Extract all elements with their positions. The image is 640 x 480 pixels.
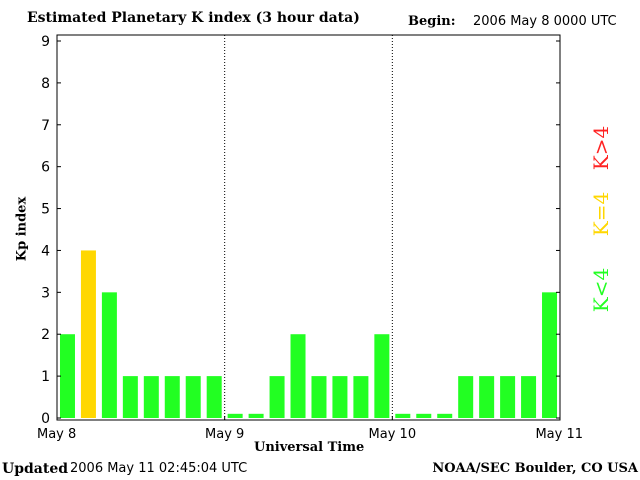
y-tick-label: 8 [41, 76, 50, 92]
x-tick-label: May 8 [37, 427, 76, 442]
kp-bar [101, 292, 117, 418]
y-tick-label: 0 [41, 411, 50, 427]
chart-title: Estimated Planetary K index (3 hour data… [27, 10, 360, 26]
x-axis-label: Universal Time [254, 440, 365, 455]
y-tick-label: 2 [41, 327, 50, 343]
kp-bar [248, 413, 264, 418]
y-tick-label: 7 [41, 118, 50, 134]
y-axis-label: Kp index [14, 196, 30, 262]
kp-bar [458, 376, 474, 418]
kp-bar [353, 376, 369, 418]
legend-item: K=4 [589, 191, 613, 237]
updated-timestamp: 2006 May 11 02:45:04 UTC [70, 461, 248, 476]
kp-bar [122, 376, 138, 418]
kp-bar [542, 292, 558, 418]
legend-item: K<4 [589, 267, 613, 313]
y-tick-label: 4 [41, 243, 50, 259]
x-tick-label: May 10 [369, 427, 417, 442]
kp-bar [80, 250, 96, 418]
kp-bar [227, 413, 243, 418]
kp-bar [143, 376, 159, 418]
y-tick-label: 1 [41, 369, 50, 385]
credit-text: NOAA/SEC Boulder, CO USA [432, 461, 638, 476]
begin-value: 2006 May 8 0000 UTC [473, 14, 617, 29]
kp-bar [416, 413, 432, 418]
kp-bar [290, 334, 306, 418]
y-tick-label: 9 [41, 34, 50, 50]
kp-bar [206, 376, 222, 418]
x-tick-label: May 9 [205, 427, 244, 442]
y-tick-label: 3 [41, 285, 50, 301]
kp-bar [500, 376, 516, 418]
kp-bar [479, 376, 495, 418]
plot-frame [56, 34, 561, 421]
updated-label: Updated [2, 461, 69, 477]
kp-bar [395, 413, 411, 418]
legend-item: K>4 [589, 125, 613, 171]
kp-bar [311, 376, 327, 418]
begin-label: Begin: [408, 14, 456, 29]
kp-bar [437, 413, 453, 418]
kp-bar [269, 376, 285, 418]
x-tick-label: May 11 [535, 427, 583, 442]
y-tick-label: 6 [41, 160, 50, 176]
kp-bar [521, 376, 537, 418]
kp-bar [59, 334, 75, 418]
y-tick-label: 5 [41, 202, 50, 218]
kp-bar [164, 376, 180, 418]
kp-bar [374, 334, 390, 418]
kp-bar [185, 376, 201, 418]
kp-bar [332, 376, 348, 418]
